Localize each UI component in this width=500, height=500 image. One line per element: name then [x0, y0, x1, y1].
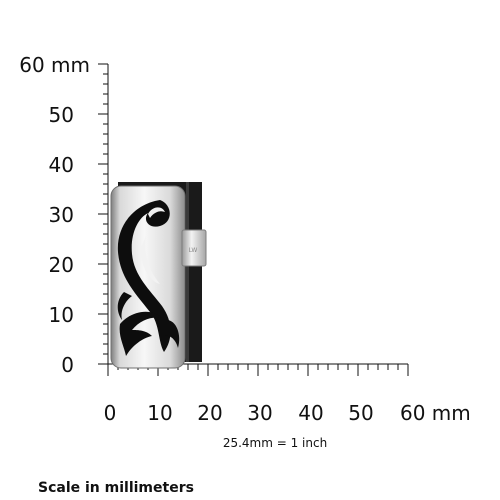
conversion-note: 25.4mm = 1 inch — [223, 436, 327, 450]
y-axis-major-ticks — [98, 63, 108, 365]
silver-clasp — [181, 229, 207, 267]
y-tick-label-30: 30 — [49, 203, 74, 227]
x-tick-label-50: 50 — [348, 401, 373, 425]
x-tick-label-10: 10 — [147, 401, 172, 425]
x-tick-label-20: 20 — [197, 401, 222, 425]
y-tick-label-50: 50 — [49, 103, 74, 127]
product-image: LW — [110, 182, 207, 369]
x-tick-label-0: 0 — [104, 401, 117, 425]
band-edge-highlight — [186, 182, 189, 362]
y-axis — [98, 63, 109, 365]
tribal-swirl-icon — [117, 200, 180, 356]
scale-caption: Scale in millimeters — [38, 480, 194, 496]
y-tick-label-10: 10 — [49, 303, 74, 327]
x-tick-label-40: 40 — [298, 401, 323, 425]
y-tick-label-60: 60 mm — [19, 53, 90, 77]
y-axis-minor-ticks — [103, 73, 108, 355]
x-tick-label-30: 30 — [247, 401, 272, 425]
y-tick-label-40: 40 — [49, 153, 74, 177]
y-tick-label-20: 20 — [49, 253, 74, 277]
clasp-engraving: LW — [189, 247, 198, 254]
y-tick-label-0: 0 — [61, 353, 74, 377]
y-tick-labels: 0 10 20 30 40 50 60 mm — [19, 53, 90, 377]
x-tick-label-60: 60 mm — [400, 401, 471, 425]
x-tick-labels: 0 10 20 30 40 50 60 mm — [104, 401, 471, 425]
